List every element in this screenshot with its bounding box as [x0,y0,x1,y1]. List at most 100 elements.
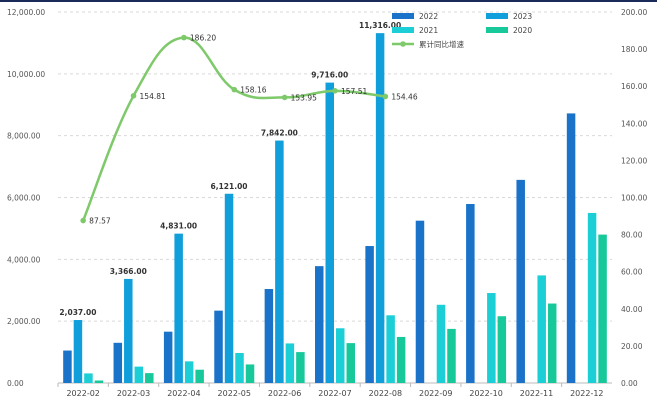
legend-swatch [486,13,508,19]
y-right-tick-label: 140.00 [621,119,647,128]
bar-value-label: 3,366.00 [110,267,147,276]
bar-value-label: 4,831.00 [160,222,197,231]
bar-value-label: 2,037.00 [59,308,96,317]
bar-2023-2022-04 [174,233,183,383]
y-right-tick-label: 40.00 [621,305,643,314]
bar-2020-2022-10 [497,316,507,383]
bar-2022-2022-11 [516,179,525,383]
legend-swatch [392,27,414,33]
line-point [181,34,187,41]
line-point [382,93,389,100]
bar-2020-2022-09 [447,328,456,383]
bar-2021-2022-10 [487,293,496,383]
bar-2021-2022-04 [184,361,194,383]
bar-2021-2022-03 [134,366,144,383]
x-tick-label: 2022-04 [167,389,200,398]
bar-2023-2022-03 [124,278,133,383]
bar-2022-2022-04 [163,331,173,383]
legend-label: 2021 [419,26,438,35]
legend-label: 累计同比增速 [419,39,464,49]
y-right-tick-label: 60.00 [621,268,643,277]
bar-2021-2022-08 [386,315,395,383]
line-value-label: 157.51 [341,87,367,96]
bar-2020-2022-07 [346,343,355,383]
x-tick-label: 2022-06 [268,389,301,398]
x-tick-label: 2022-12 [570,389,603,398]
bar-value-label: 11,316.00 [359,21,401,30]
bar-2021-2022-02 [84,373,93,383]
legend-label: 2020 [513,26,532,35]
legend-swatch-dot [400,41,406,47]
bar-2023-2022-07 [325,82,334,383]
line-value-label: 186.20 [190,34,216,43]
y-right-tick-label: 100.00 [621,194,647,203]
bar-2020-2022-06 [296,352,305,383]
y-left-tick-label: 12,000.00 [7,8,45,17]
x-tick-label: 2022-05 [218,389,251,398]
x-tick-label: 2022-07 [318,389,351,398]
line-point [332,88,338,94]
bar-2022-2022-06 [264,289,274,383]
line-point [231,86,238,93]
legend-swatch [486,27,508,33]
y-right-tick-label: 200.00 [621,8,647,17]
bar-2020-2022-12 [598,234,607,383]
line-value-label: 154.81 [140,92,166,101]
bar-2023-2022-08 [375,33,385,383]
bar-2023-2022-06 [275,140,284,383]
x-tick-label: 2022-11 [520,389,553,398]
y-right-tick-label: 80.00 [621,231,643,240]
bar-2022-2022-07 [315,266,324,383]
line-point [80,217,86,224]
y-right-tick-label: 20.00 [621,342,643,351]
line-value-label: 153.95 [291,93,317,102]
bar-2022-2022-03 [113,342,123,383]
y-right-tick-label: 160.00 [621,82,647,91]
bar-value-label: 6,121.00 [211,182,248,191]
x-tick-label: 2022-08 [369,389,402,398]
y-right-tick-label: 0.00 [621,379,638,388]
bar-2022-2022-09 [415,220,425,383]
bar-2020-2022-03 [145,373,154,383]
line-point [130,93,137,99]
bar-2020-2022-05 [245,364,255,383]
legend-label: 2023 [513,12,532,21]
bar-2021-2022-12 [587,212,597,383]
bar-2022-2022-10 [466,203,475,383]
bar-2022-2022-12 [566,113,576,383]
y-left-tick-label: 8,000.00 [7,132,41,141]
bar-2022-2022-02 [63,350,72,383]
line-point [281,94,288,101]
y-left-tick-label: 0.00 [7,379,24,388]
bar-2020-2022-04 [195,369,204,383]
legend-swatch [392,13,414,19]
bar-2022-2022-08 [365,246,374,383]
bar-2020-2022-11 [547,303,557,383]
legend-label: 2022 [419,12,438,21]
x-tick-label: 2022-09 [419,389,452,398]
bar-2021-2022-06 [285,343,295,383]
y-left-tick-label: 10,000.00 [7,70,45,79]
bar-2020-2022-02 [94,380,104,383]
x-tick-label: 2022-10 [469,389,502,398]
y-left-tick-label: 4,000.00 [7,255,41,264]
line-value-label: 87.57 [89,217,111,226]
bar-2021-2022-09 [436,304,446,383]
x-tick-label: 2022-02 [66,389,99,398]
bar-2021-2022-05 [235,353,244,383]
bar-2023-2022-02 [73,320,83,383]
top-border [0,0,657,2]
line-value-label: 158.16 [240,86,266,95]
bar-value-label: 9,716.00 [311,71,348,80]
y-left-tick-label: 6,000.00 [7,194,41,203]
bar-2020-2022-08 [396,336,406,383]
x-tick-label: 2022-03 [117,389,150,398]
bar-2022-2022-05 [214,310,223,383]
y-right-tick-label: 180.00 [621,45,647,54]
line-growth-rate [82,36,386,222]
bar-value-label: 7,842.00 [261,129,298,138]
bar-2021-2022-07 [336,328,345,383]
bar-2023-2022-05 [224,193,234,383]
